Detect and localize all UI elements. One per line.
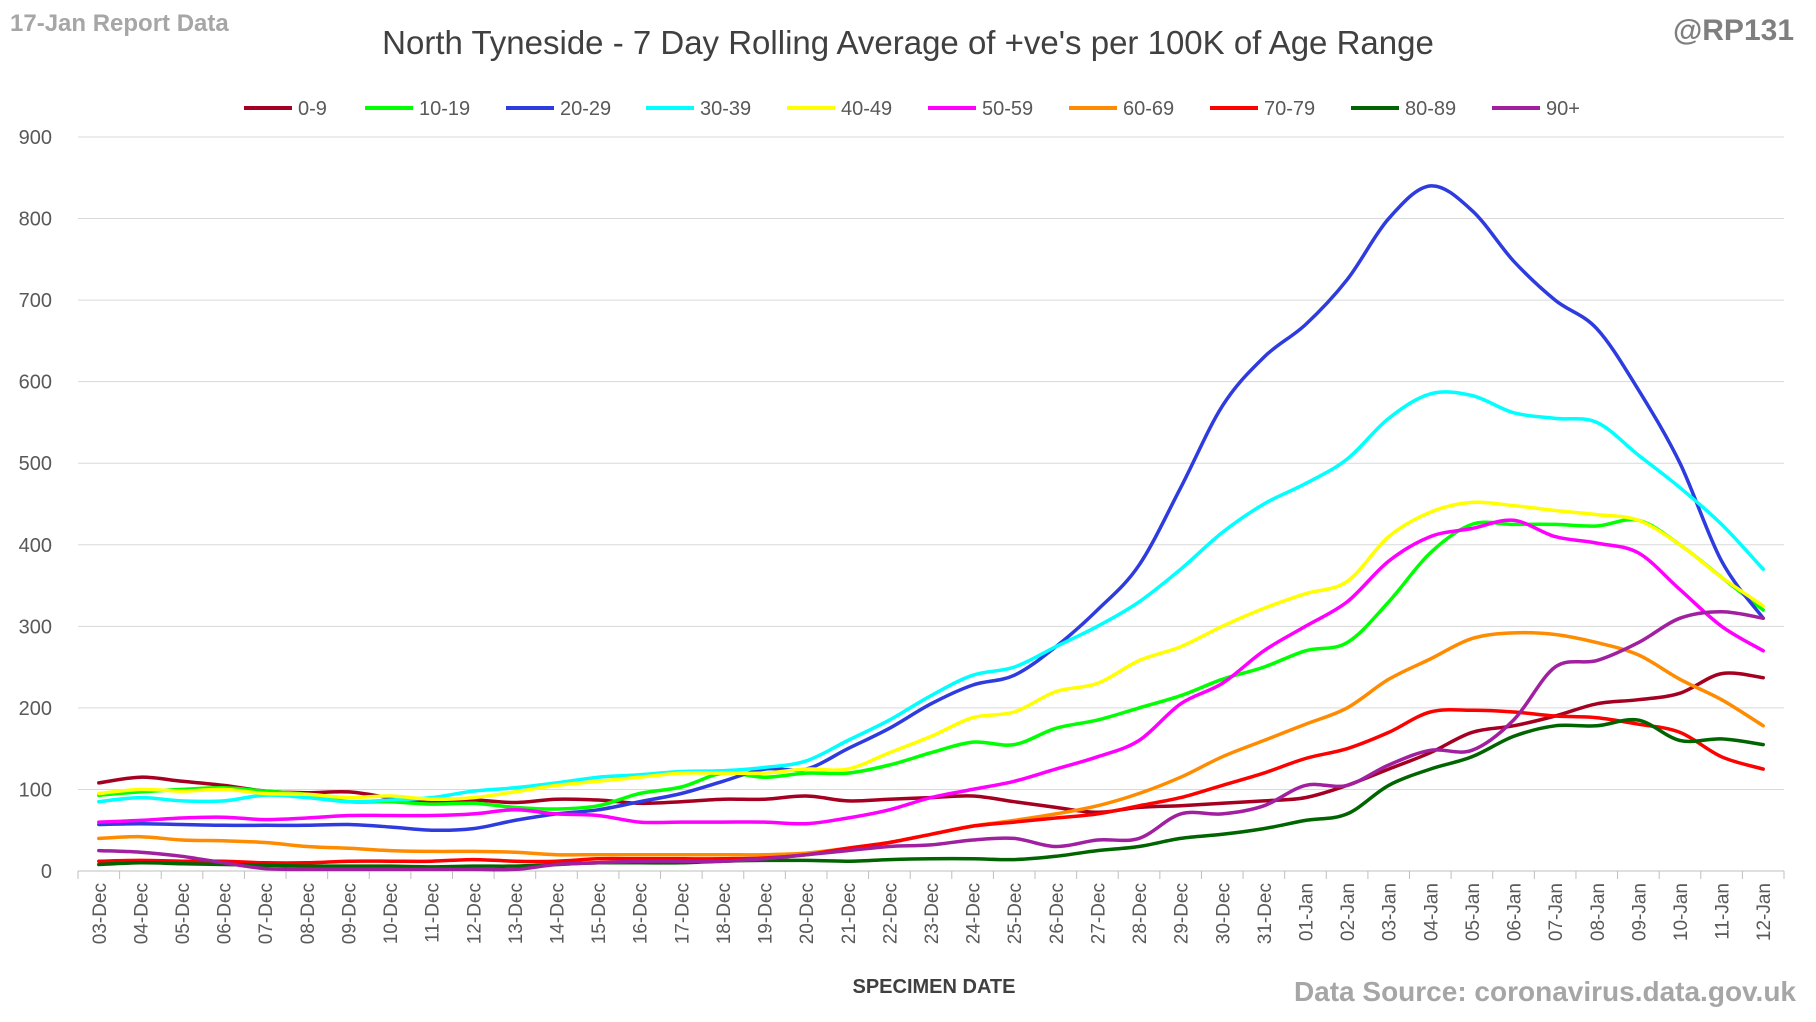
x-tick-label: 16-Dec [631, 883, 652, 944]
x-tick-label: 13-Dec [506, 883, 527, 944]
y-tick-label: 300 [19, 616, 52, 638]
y-tick-label: 900 [19, 127, 52, 149]
legend-item: 40-49 [787, 98, 892, 120]
x-tick-label: 27-Dec [1088, 883, 1109, 944]
x-tick-label: 10-Jan [1671, 883, 1692, 941]
legend-label: 30-39 [700, 98, 751, 120]
x-tick-label: 10-Dec [381, 883, 402, 944]
x-tick-label: 14-Dec [548, 883, 569, 944]
x-tick-label: 12-Jan [1754, 883, 1775, 941]
x-tick-label: 31-Dec [1255, 883, 1276, 944]
x-tick-label: 29-Dec [1172, 883, 1193, 944]
series-line-40-49 [97, 500, 1765, 802]
y-tick-label: 400 [19, 535, 52, 557]
x-tick-label: 11-Jan [1713, 883, 1734, 940]
y-tick-label: 600 [19, 372, 52, 394]
series-line-60-69 [97, 630, 1765, 857]
gridlines [78, 136, 1784, 872]
x-tick-label: 21-Dec [839, 883, 860, 944]
series-line-90 [97, 609, 1765, 872]
x-tick-label: 25-Dec [1005, 883, 1026, 944]
legend-item: 20-29 [506, 98, 611, 120]
x-tick-label: 18-Dec [714, 883, 735, 944]
x-tick-label: 07-Jan [1546, 883, 1567, 941]
legend-item: 60-69 [1069, 98, 1174, 120]
legend: 0-9 10-19 20-29 30-39 40-49 50-59 60-69 70-79 80… [244, 98, 1580, 120]
series-line-70-79 [97, 708, 1765, 865]
series-line-50-59 [97, 518, 1765, 826]
legend-item: 50-59 [928, 98, 1033, 120]
x-tick-label: 15-Dec [589, 883, 610, 944]
x-tick-label: 03-Dec [90, 883, 111, 944]
y-tick-label: 0 [41, 861, 52, 883]
legend-label: 40-49 [841, 98, 892, 120]
x-tick-label: 06-Jan [1505, 883, 1526, 941]
x-tick-label: 24-Dec [964, 883, 985, 944]
report-date-label: 17-Jan Report Data [10, 10, 229, 37]
x-tick-label: 05-Dec [173, 883, 194, 944]
x-tick-label: 26-Dec [1047, 883, 1068, 944]
x-tick-label: 19-Dec [756, 883, 777, 944]
y-tick-label: 100 [19, 779, 52, 801]
series-line-10-19 [97, 517, 1765, 811]
legend-item: 70-79 [1210, 98, 1315, 120]
x-axis: 03-Dec 04-Dec 05-Dec 06-Dec 07-Dec 08-Dec 09-D… [77, 871, 1785, 944]
x-tick-label: 07-Dec [256, 883, 277, 944]
x-tick-label: 08-Jan [1588, 883, 1609, 941]
x-tick-label: 20-Dec [797, 883, 818, 944]
legend-label: 50-59 [982, 98, 1033, 120]
x-tick-label: 17-Dec [672, 883, 693, 944]
x-tick-label: 01-Jan [1296, 883, 1317, 941]
y-tick-label: 500 [19, 453, 52, 475]
x-tick-label: 09-Jan [1629, 883, 1650, 941]
legend-label: 70-79 [1264, 98, 1315, 120]
legend-label: 20-29 [560, 98, 611, 120]
y-axis: 0 100 200 300 400 500 600 700 800 900 [19, 127, 52, 883]
legend-label: 90+ [1546, 98, 1580, 120]
x-tick-label: 03-Jan [1380, 883, 1401, 941]
author-handle: @RP131 [1673, 14, 1794, 47]
data-source-label: Data Source: coronavirus.data.gov.uk [1293, 976, 1796, 1007]
x-tick-label: 30-Dec [1213, 883, 1234, 944]
legend-label: 60-69 [1123, 98, 1174, 120]
legend-item: 10-19 [365, 98, 470, 120]
x-tick-label: 11-Dec [423, 883, 444, 943]
legend-label: 10-19 [419, 98, 470, 120]
x-tick-label: 22-Dec [880, 883, 901, 944]
legend-item: 90+ [1492, 98, 1580, 120]
x-tick-label: 06-Dec [215, 883, 236, 944]
x-tick-label: 28-Dec [1130, 883, 1151, 944]
x-tick-label: 02-Jan [1338, 883, 1359, 941]
x-tick-label: 05-Jan [1463, 883, 1484, 941]
y-tick-label: 800 [19, 209, 52, 231]
series-line-20-29 [97, 184, 1765, 833]
x-axis-title: SPECIMEN DATE [852, 976, 1016, 998]
series-line-80-89 [97, 717, 1765, 869]
x-tick-label: 09-Dec [339, 883, 360, 944]
y-tick-label: 700 [19, 290, 52, 312]
legend-item: 80-89 [1351, 98, 1456, 120]
legend-item: 30-39 [646, 98, 751, 120]
series-lines [97, 184, 1765, 872]
x-tick-label: 12-Dec [464, 883, 485, 944]
x-tick-label: 08-Dec [298, 883, 319, 944]
legend-label: 0-9 [298, 98, 327, 120]
series-line-30-39 [97, 390, 1765, 804]
x-tick-label: 23-Dec [922, 883, 943, 944]
legend-label: 80-89 [1405, 98, 1456, 120]
y-tick-label: 200 [19, 698, 52, 720]
chart-title: North Tyneside - 7 Day Rolling Average o… [382, 24, 1434, 61]
x-tick-label: 04-Jan [1421, 883, 1442, 941]
x-tick-label: 04-Dec [131, 883, 152, 944]
legend-item: 0-9 [244, 98, 327, 120]
